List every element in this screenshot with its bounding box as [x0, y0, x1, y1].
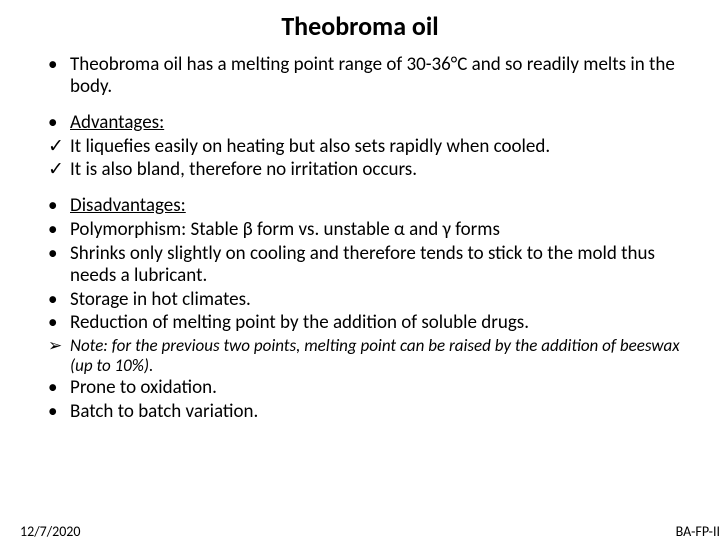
advantage-text: It liquefies easily on heating but also …: [70, 135, 550, 158]
disadvantage-text: Polymorphism: Stable β form vs. unstable…: [70, 218, 500, 241]
advantages-block: • Advantages: ✓ It liquefies easily on h…: [20, 112, 700, 182]
disadvantages-heading: Disadvantages:: [70, 194, 186, 217]
advantages-heading: Advantages:: [70, 111, 164, 134]
intro-text: Theobroma oil has a melting point range …: [70, 53, 675, 98]
bullet-icon: •: [48, 54, 66, 76]
disadvantage-item: • Shrinks only slightly on cooling and t…: [48, 243, 700, 287]
advantage-item: ✓ It liquefies easily on heating but als…: [48, 136, 700, 158]
bullet-icon: •: [48, 401, 66, 423]
advantage-item: ✓ It is also bland, therefore no irritat…: [48, 159, 700, 181]
page-title: Theobroma oil: [20, 10, 700, 42]
disadvantage-item: • Batch to batch variation.: [48, 401, 700, 423]
intro-item: • Theobroma oil has a melting point rang…: [48, 54, 700, 98]
note-item: ➢ Note: for the previous two points, mel…: [48, 336, 700, 375]
disadvantage-item: • Prone to oxidation.: [48, 377, 700, 399]
disadvantage-item: • Reduction of melting point by the addi…: [48, 312, 700, 334]
arrow-icon: ➢: [48, 336, 66, 356]
footer-code: BA-FP-II: [676, 523, 720, 540]
disadvantage-text: Batch to batch variation.: [70, 400, 258, 423]
disadvantages-block: • Disadvantages: • Polymorphism: Stable …: [20, 195, 700, 423]
check-icon: ✓: [48, 136, 66, 158]
intro-block: • Theobroma oil has a melting point rang…: [20, 54, 700, 98]
bullet-icon: •: [48, 243, 66, 265]
check-icon: ✓: [48, 159, 66, 181]
advantages-heading-item: • Advantages:: [48, 112, 700, 134]
footer-date: 12/7/2020: [20, 523, 80, 540]
disadvantage-text: Prone to oxidation.: [70, 376, 217, 399]
bullet-icon: •: [48, 312, 66, 334]
disadvantage-text: Reduction of melting point by the additi…: [70, 311, 529, 334]
disadvantages-heading-item: • Disadvantages:: [48, 195, 700, 217]
note-text: Note: for the previous two points, melti…: [70, 335, 680, 376]
disadvantage-item: • Polymorphism: Stable β form vs. unstab…: [48, 219, 700, 241]
disadvantage-text: Storage in hot climates.: [70, 288, 251, 311]
bullet-icon: •: [48, 219, 66, 241]
advantage-text: It is also bland, therefore no irritatio…: [70, 158, 417, 181]
disadvantage-item: • Storage in hot climates.: [48, 289, 700, 311]
slide: Theobroma oil • Theobroma oil has a melt…: [0, 0, 720, 540]
bullet-icon: •: [48, 289, 66, 311]
bullet-icon: •: [48, 195, 66, 217]
bullet-icon: •: [48, 112, 66, 134]
bullet-icon: •: [48, 377, 66, 399]
disadvantage-text: Shrinks only slightly on cooling and the…: [70, 242, 655, 287]
